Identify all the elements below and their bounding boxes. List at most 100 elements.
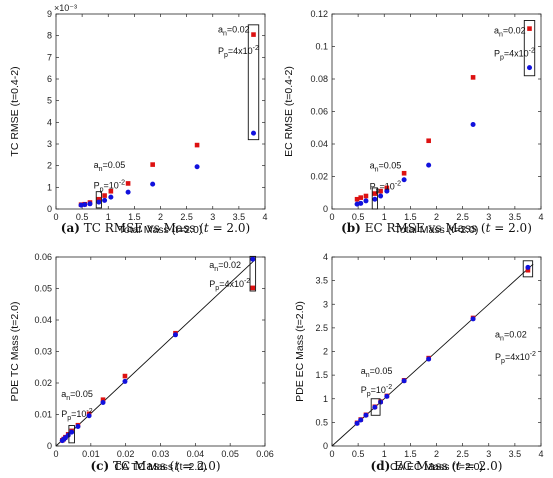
caption-value: = 2.0) — [461, 459, 502, 473]
y-tick-label: 0.06 — [34, 252, 52, 262]
highlight-box — [523, 20, 536, 77]
data-point-circle — [125, 189, 131, 195]
caption-title: EC Mass — [394, 459, 448, 473]
data-point-circle — [122, 378, 128, 384]
y-tick-label: 0.04 — [34, 315, 52, 325]
data-point-circle — [172, 332, 178, 338]
annotation-subscript: n — [500, 335, 504, 342]
caption-variable: t — [204, 221, 209, 235]
parameter-annotation: an=0.02 — [209, 260, 241, 273]
annotation-value: =10 — [104, 180, 119, 190]
caption-title: TC Mass — [113, 459, 166, 473]
panel-caption: (b) EC RMSE vs Mass (t = 2.0) — [341, 221, 532, 235]
annotation-subscript: n — [99, 166, 103, 173]
y-axis-label: PDE EC Mass (t=2.0) — [294, 301, 306, 402]
y-tick-label: 3 — [47, 139, 52, 149]
y-exponent-label: ×10⁻³ — [54, 3, 77, 13]
annotation-symbol: a — [370, 160, 375, 170]
annotation-symbol: a — [218, 24, 223, 34]
annotation-subscript: p — [215, 285, 219, 292]
data-point-circle — [378, 399, 384, 405]
data-point-square — [426, 138, 431, 144]
parameter-annotation: Pp=10-2 — [370, 181, 402, 195]
x-tick-label: 1.5 — [404, 449, 417, 459]
x-tick-label: 0 — [53, 449, 58, 459]
caption-value: = 2.0) — [490, 221, 531, 235]
parameter-annotation: Pp=10-2 — [94, 179, 126, 193]
y-tick-label: 6 — [47, 74, 52, 84]
annotation-value: =0.05 — [70, 389, 93, 399]
y-axis-label: TC RMSE (t=0.4-2) — [9, 66, 21, 156]
annotation-subscript: p — [500, 54, 504, 61]
annotation-symbol: P — [361, 385, 367, 395]
y-tick-label: 0.03 — [34, 347, 52, 357]
annotation-subscript: p — [501, 358, 505, 365]
annotation-symbol: a — [495, 329, 500, 339]
annotation-subscript: n — [223, 30, 227, 37]
data-point-circle — [525, 264, 531, 270]
data-point-circle — [426, 356, 432, 362]
highlight-box — [249, 255, 257, 292]
annotation-subscript: p — [67, 415, 71, 422]
y-tick-label: 3 — [323, 299, 328, 309]
y-tick-label: 0.02 — [34, 378, 52, 388]
x-axis-label: CA EC Mass (t=2.0) — [390, 461, 483, 473]
parameter-annotation: Pp=10-2 — [361, 384, 393, 398]
caption-title: EC RMSE vs Mass — [365, 221, 477, 235]
data-point-square — [251, 32, 256, 37]
y-tick-label: 2 — [323, 347, 328, 357]
data-point-circle — [69, 429, 75, 435]
x-axis-label: Total Mass (t=2.0) — [119, 224, 203, 236]
highlight-box — [370, 398, 381, 416]
highlight-box — [371, 187, 378, 210]
x-tick-label: 0.04 — [187, 449, 205, 459]
data-point-circle — [78, 202, 84, 208]
data-point-square — [102, 193, 107, 198]
annotation-subscript: p — [367, 391, 371, 398]
annotation-symbol: P — [370, 182, 376, 192]
caption-label: (b) — [341, 221, 361, 235]
annotation-exponent: -2 — [395, 181, 401, 188]
annotation-subscript: p — [100, 186, 104, 193]
data-point-square — [527, 26, 532, 31]
highlight-box — [95, 191, 102, 209]
y-tick-label: 5 — [47, 96, 52, 106]
y-tick-label: 0.01 — [34, 410, 52, 420]
data-point-square — [358, 195, 364, 200]
x-tick-label: 3 — [486, 449, 491, 459]
annotation-symbol: a — [209, 260, 214, 270]
annotation-symbol: P — [61, 409, 67, 419]
caption-value: = 2.0) — [209, 221, 250, 235]
x-tick-label: 0.5 — [352, 449, 365, 459]
parameter-annotation: an=0.05 — [361, 366, 393, 379]
annotation-symbol: a — [94, 160, 99, 170]
data-point-square — [96, 196, 102, 202]
y-tick-label: 0 — [47, 441, 52, 451]
annotation-symbol: a — [494, 26, 499, 36]
caption-variable: t — [174, 459, 179, 473]
x-tick-label: 2.5 — [456, 212, 469, 222]
highlight-box — [247, 24, 260, 141]
annotation-subscript: p — [376, 188, 380, 195]
parameter-annotation: an=0.05 — [61, 389, 93, 402]
x-axis-label: CA TC Mass (t=2.0) — [114, 461, 206, 473]
x-tick-label: 3 — [210, 212, 215, 222]
caption-title: TC RMSE vs Mass — [84, 221, 196, 235]
parameter-annotation: Pp=10-2 — [61, 408, 93, 422]
annotation-value: =0.02 — [218, 260, 241, 270]
x-tick-label: 0.5 — [76, 212, 89, 222]
data-point-circle — [384, 188, 390, 194]
x-tick-label: 2 — [434, 449, 439, 459]
parameter-annotation: an=0.05 — [370, 160, 402, 173]
data-point-circle — [100, 400, 106, 406]
y-tick-label: 0.5 — [315, 417, 328, 427]
data-point-circle — [363, 198, 369, 204]
data-point-circle — [426, 162, 432, 168]
data-point-square — [194, 142, 200, 148]
y-tick-label: 0.06 — [310, 107, 328, 117]
data-point-square — [250, 285, 256, 291]
data-point-circle — [372, 196, 378, 202]
annotation-exponent: -2 — [529, 47, 535, 54]
annotation-value: =4x10 — [504, 48, 529, 58]
